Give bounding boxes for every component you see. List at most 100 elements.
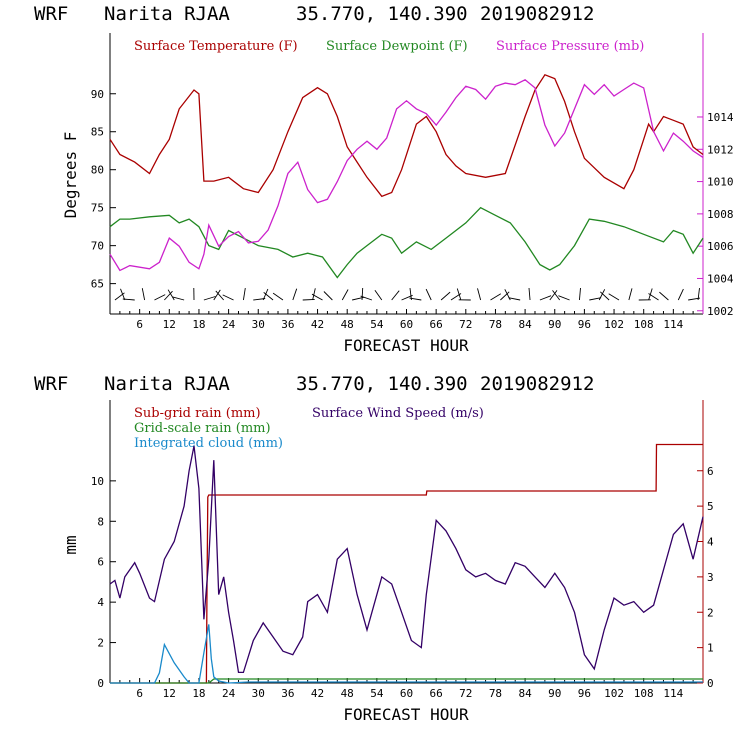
wind-barb <box>172 296 185 301</box>
x-tick-label: 24 <box>222 318 236 331</box>
wind-barb <box>341 289 349 301</box>
wind-barb <box>311 293 323 301</box>
wind-barb <box>456 288 462 301</box>
y-tick-label: 4 <box>97 596 104 609</box>
x-tick-label: 42 <box>311 687 324 700</box>
y-tick-label: 70 <box>91 240 104 253</box>
wind-barb <box>589 297 602 301</box>
wind-barb <box>558 295 570 301</box>
x-tick-label: 96 <box>578 318 591 331</box>
y-tick-label: 80 <box>91 164 104 177</box>
y-tick-label: 85 <box>91 126 104 139</box>
wind-barb <box>222 294 234 301</box>
wind-barb <box>272 292 284 301</box>
wind-barb <box>539 295 552 301</box>
y-tick-label: 90 <box>91 88 104 101</box>
wind-barb <box>409 297 422 301</box>
wind-barb <box>425 288 432 301</box>
x-tick-label: 108 <box>634 687 654 700</box>
wind-barb <box>659 291 669 301</box>
wind-barb <box>508 297 521 301</box>
x-tick-label: 6 <box>136 687 143 700</box>
wind-barb <box>374 289 383 301</box>
gridscale-rain-line <box>110 678 703 684</box>
x-tick-label: 42 <box>311 318 324 331</box>
wind-barb <box>154 294 166 301</box>
wind-barb <box>608 293 620 301</box>
x-ticks-2: 6 12 18 24 30 36 42 48 54 60 66 72 78 84 90 96 102 108 114 <box>119 678 694 700</box>
x-tick-label: 60 <box>400 687 413 700</box>
wind-barb <box>312 288 316 301</box>
temperature-line <box>109 74 704 198</box>
wind-barb <box>648 293 659 301</box>
chart2-title-init: 2019082912 <box>480 373 594 395</box>
y-tick-label: 2 <box>97 637 104 650</box>
x-tick-label: 12 <box>163 687 176 700</box>
wind-barb <box>579 287 581 301</box>
wind-barb <box>167 289 175 301</box>
y2-tick-label: 4 <box>707 536 714 549</box>
x-tick-label: 90 <box>548 318 561 331</box>
x-tick-label: 78 <box>489 687 502 700</box>
x-tick-label: 6 <box>136 318 143 331</box>
wind-barb <box>528 287 531 301</box>
x-tick-label: 36 <box>281 687 294 700</box>
wind-barb <box>391 290 400 301</box>
legend-pressure: Surface Pressure (mb) <box>496 39 644 54</box>
y2-tick-label: 0 <box>707 677 714 690</box>
legend-gridscale-rain: Grid-scale rain (mm) <box>134 421 271 436</box>
legend-wind-speed: Surface Wind Speed (m/s) <box>312 406 484 421</box>
wind-barb <box>263 292 274 301</box>
y2-ticks-2: 0 1 2 3 4 5 6 <box>697 465 714 690</box>
pressure-line <box>109 79 704 272</box>
legend-subgrid-rain: Sub-grid rain (mm) <box>134 406 261 421</box>
chart-title-coords: 35.770, 140.390 <box>296 3 468 25</box>
x-tick-label: 12 <box>163 318 176 331</box>
y-tick-label: 65 <box>91 278 104 291</box>
x-tick-label: 18 <box>192 687 205 700</box>
y-tick-label: 8 <box>97 515 104 528</box>
x-tick-label: 78 <box>489 318 502 331</box>
wind-barbs <box>114 287 701 301</box>
wind-barb <box>500 291 510 301</box>
y-tick-label: 6 <box>97 556 104 569</box>
y-axis-label-2: mm <box>61 535 80 554</box>
wind-barb <box>360 295 373 301</box>
y2-tick-label: 6 <box>707 465 714 478</box>
x-tick-label: 72 <box>459 318 472 331</box>
wind-barb <box>262 288 269 301</box>
wind-barb <box>213 289 221 301</box>
x-tick-label: 54 <box>370 687 384 700</box>
wind-barb <box>599 291 610 301</box>
x-tick-label: 36 <box>281 318 294 331</box>
y2-tick-label: 1002 <box>707 305 734 318</box>
wind-barb <box>549 290 558 301</box>
y2-tick-label: 2 <box>707 606 714 619</box>
x-tick-label: 102 <box>604 687 624 700</box>
y2-ticks: 1002 1004 1006 1008 1010 1012 1014 <box>697 111 734 318</box>
x-axis-label-2: FORECAST HOUR <box>343 705 469 724</box>
wind-barb <box>697 288 700 301</box>
y2-tick-label: 1008 <box>707 208 734 221</box>
temperature-pressure-panel: WRF Narita RJAA 35.770, 140.390 20190829… <box>34 3 734 355</box>
dewpoint-line <box>109 206 704 279</box>
x-tick-label: 54 <box>370 318 384 331</box>
x-tick-label: 48 <box>341 687 354 700</box>
y-ticks: 65 70 75 80 85 90 <box>91 88 116 291</box>
wind-barb <box>490 293 502 301</box>
wind-barb <box>598 289 606 301</box>
precipitation-wind-panel: WRF Narita RJAA 35.770, 140.390 20190829… <box>34 373 714 724</box>
x-axis-label: FORECAST HOUR <box>343 336 469 355</box>
y2-tick-label: 1 <box>707 642 714 655</box>
wind-barb <box>120 288 126 301</box>
x-tick-label: 114 <box>663 318 683 331</box>
wind-barb <box>628 288 633 301</box>
y2-tick-label: 5 <box>707 500 714 513</box>
x-tick-label: 84 <box>518 687 532 700</box>
wind-barb <box>552 290 561 301</box>
chart-title-model: WRF <box>34 3 68 25</box>
wind-barb <box>141 288 146 301</box>
y2-tick-label: 1006 <box>707 240 734 253</box>
x-tick-label: 90 <box>548 687 561 700</box>
